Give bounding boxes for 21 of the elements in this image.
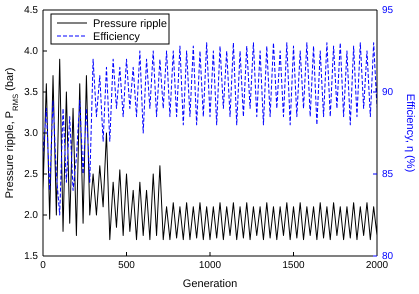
line-series [43,42,377,216]
x-tick-label: 1500 [282,260,306,272]
y-tick-label: 2.0 [24,210,38,222]
y2-tick-label: 90 [382,87,394,98]
y2-tick-label: 80 [382,251,394,262]
y-tick-label: 4.5 [24,5,38,16]
x-tick-label: 2000 [366,260,389,272]
legend-label: Pressure ripple [93,18,167,30]
y-tick-label: 3.0 [24,128,38,140]
y2-tick-label: 95 [382,5,394,16]
x-axis-title: Generation [182,278,238,290]
y-tick-label: 3.5 [24,87,38,98]
y2-tick-label: 85 [382,169,394,180]
y2-axis-title: Efficiency, η (%) [404,94,416,172]
x-tick-label: 500 [118,260,136,272]
y-tick-label: 1.5 [24,251,38,262]
y-tick-label: 2.5 [24,169,38,180]
y-tick-label: 4.0 [24,46,38,58]
legend-label: Efficiency [93,31,140,43]
x-tick-label: 1000 [198,260,222,272]
x-tick-label: 0 [40,260,46,272]
